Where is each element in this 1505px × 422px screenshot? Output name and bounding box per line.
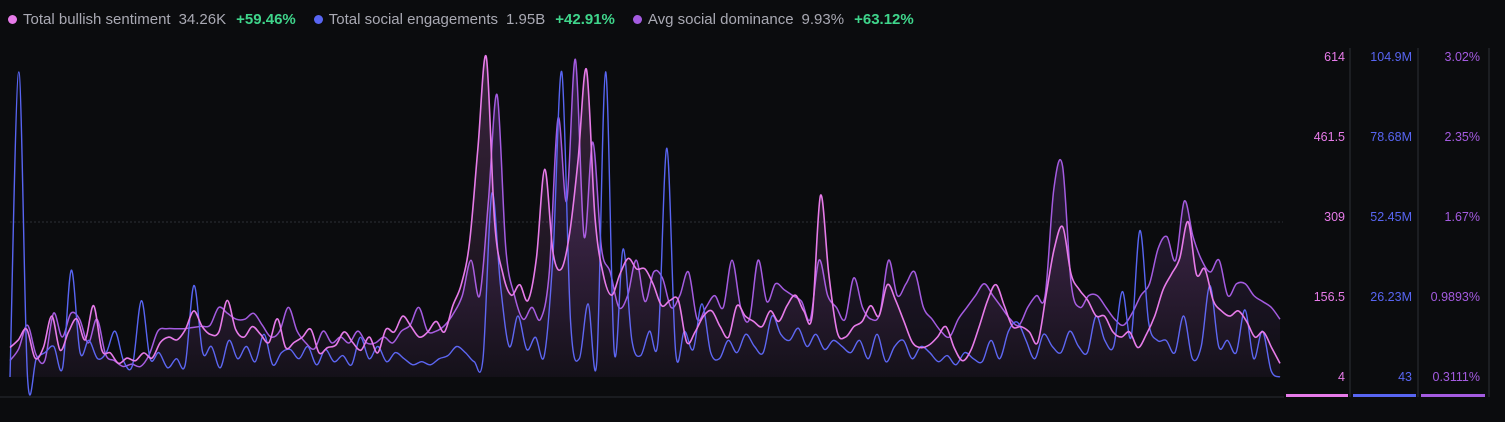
legend-change: +63.12% — [854, 10, 914, 28]
y-tick-label: 2.35% — [1445, 130, 1480, 144]
legend-item-bullish-sentiment[interactable]: Total bullish sentiment 34.26K +59.46% — [8, 11, 296, 28]
series-line-total-bullish-sentiment[interactable] — [9, 54, 1281, 365]
y-tick-label: 1.67% — [1445, 210, 1480, 224]
legend-label: Avg social dominance — [647, 10, 794, 28]
legend-value: 1.95B — [506, 10, 546, 28]
legend-dot-engagements — [313, 14, 323, 24]
y-tick-label: 156.5 — [1314, 290, 1345, 304]
legend-label: Total bullish sentiment — [23, 10, 171, 28]
y-tick-label: 614 — [1324, 50, 1345, 64]
y-tick-label: 309 — [1324, 210, 1345, 224]
y-tick-label: 3.02% — [1445, 50, 1480, 64]
legend-change: +42.91% — [555, 10, 615, 28]
y-tick-label: 0.9893% — [1431, 290, 1480, 304]
legend-item-social-dominance[interactable]: Avg social dominance 9.93% +63.12% — [632, 10, 914, 28]
axis-range-bar-bullish — [1286, 394, 1348, 397]
y-tick-label: 0.3111% — [1433, 370, 1481, 384]
chart-legend: Total bullish sentiment 34.26K +59.46% T… — [8, 9, 932, 29]
legend-change: +59.46% — [236, 10, 296, 28]
axis-range-bar-dominance — [1421, 394, 1485, 397]
y-tick-label: 26.23M — [1370, 290, 1412, 304]
legend-label: Total social engagements — [328, 10, 499, 28]
legend-value: 9.93% — [801, 10, 845, 28]
axis-range-bar-engagements — [1353, 394, 1416, 397]
y-tick-label: 104.9M — [1370, 50, 1412, 64]
legend-value: 34.26K — [178, 10, 227, 28]
y-tick-label: 461.5 — [1314, 130, 1345, 144]
legend-dot-dominance — [632, 14, 642, 24]
legend-dot-bullish — [8, 14, 17, 24]
legend-item-social-engagements[interactable]: Total social engagements 1.95B +42.91% — [313, 10, 615, 28]
y-tick-label: 78.68M — [1370, 130, 1412, 144]
y-tick-label: 4 — [1338, 370, 1345, 384]
y-tick-label: 43 — [1398, 370, 1412, 384]
series-area-total-bullish-sentiment — [10, 55, 1280, 378]
y-tick-label: 52.45M — [1370, 210, 1412, 224]
